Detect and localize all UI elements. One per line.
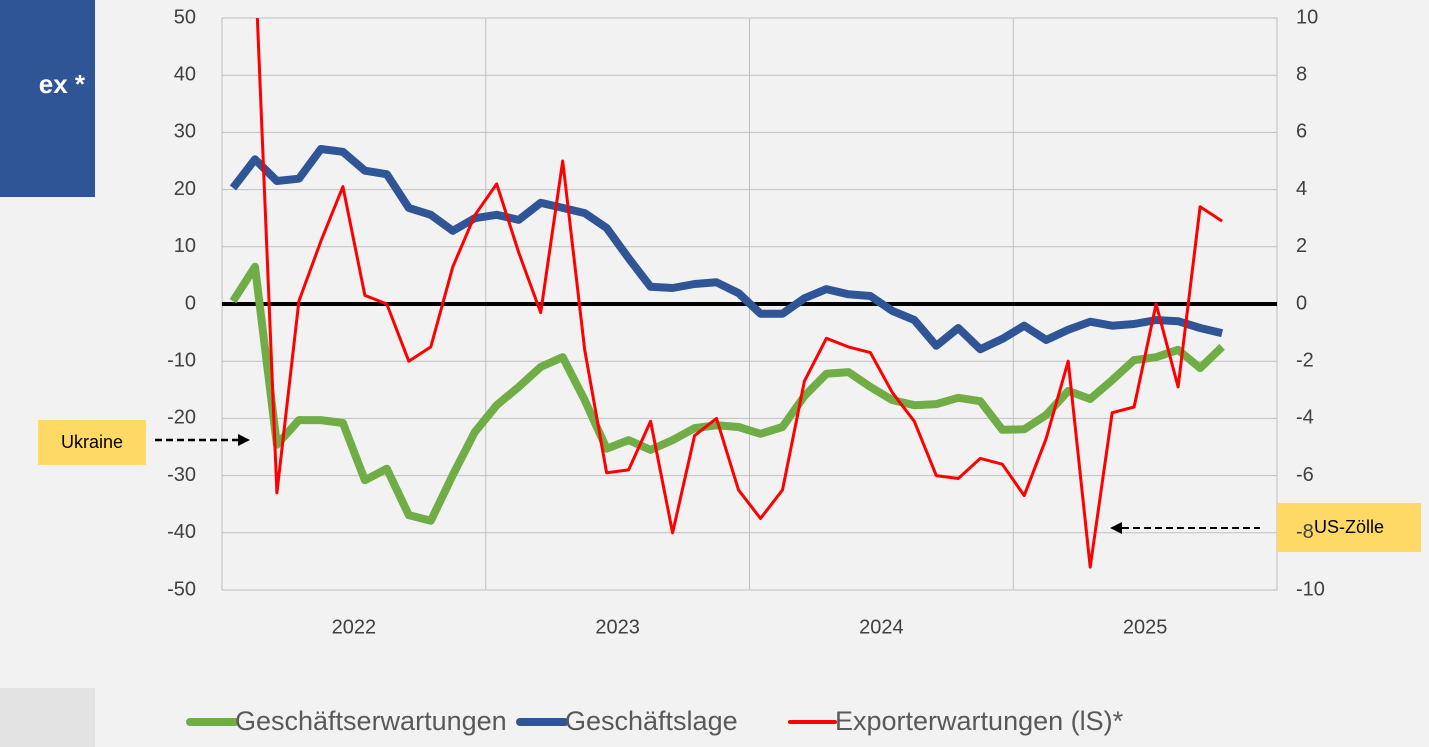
- annotation-box: [1277, 503, 1421, 552]
- y2-tick-label: 0: [1296, 292, 1307, 314]
- y2-tick-label: 6: [1296, 121, 1307, 143]
- y2-tick-label: -10: [1296, 578, 1325, 600]
- y-tick-label: 50: [174, 6, 196, 28]
- y2-tick-label: -4: [1296, 407, 1314, 429]
- y-tick-label: -40: [167, 521, 196, 543]
- annotation-arrowhead: [238, 434, 250, 446]
- side-panel: [0, 0, 95, 197]
- annotation: Ukraine: [61, 432, 123, 452]
- side-panel: [0, 688, 95, 747]
- y-tick-label: -10: [167, 349, 196, 371]
- y-tick-label: 40: [174, 63, 196, 85]
- y2-tick-label: 10: [1296, 6, 1318, 28]
- y2-tick-label: -6: [1296, 464, 1314, 486]
- annotation: US-Zölle: [1314, 517, 1384, 537]
- x-tick-label: 2022: [332, 616, 377, 638]
- annotation-arrowhead: [1110, 522, 1122, 534]
- x-tick-label: 2025: [1123, 616, 1168, 638]
- y-tick-label: -20: [167, 407, 196, 429]
- y-tick-label: 0: [185, 292, 196, 314]
- annotation-box: [38, 420, 146, 465]
- y2-tick-label: 4: [1296, 178, 1307, 200]
- x-tick-label: 2024: [859, 616, 904, 638]
- y-tick-label: 30: [174, 121, 196, 143]
- y2-tick-label: -8: [1296, 521, 1314, 543]
- series-line: [255, 18, 1223, 569]
- y2-tick-label: 8: [1296, 63, 1307, 85]
- legend-label: Exporterwartungen (lS)*: [835, 706, 1124, 736]
- y-tick-label: 20: [174, 178, 196, 200]
- y2-tick-label: -2: [1296, 349, 1314, 371]
- x-tick-label: 2023: [595, 616, 640, 638]
- side-title: ex *: [39, 69, 86, 99]
- legend-label: Geschäftserwartungen: [235, 706, 507, 736]
- series-line: [229, 145, 1224, 354]
- legend-label: Geschäftslage: [565, 706, 738, 736]
- y-tick-label: -50: [167, 578, 196, 600]
- y2-tick-label: 2: [1296, 235, 1307, 257]
- y-tick-label: -30: [167, 464, 196, 486]
- y-tick-label: 10: [174, 235, 196, 257]
